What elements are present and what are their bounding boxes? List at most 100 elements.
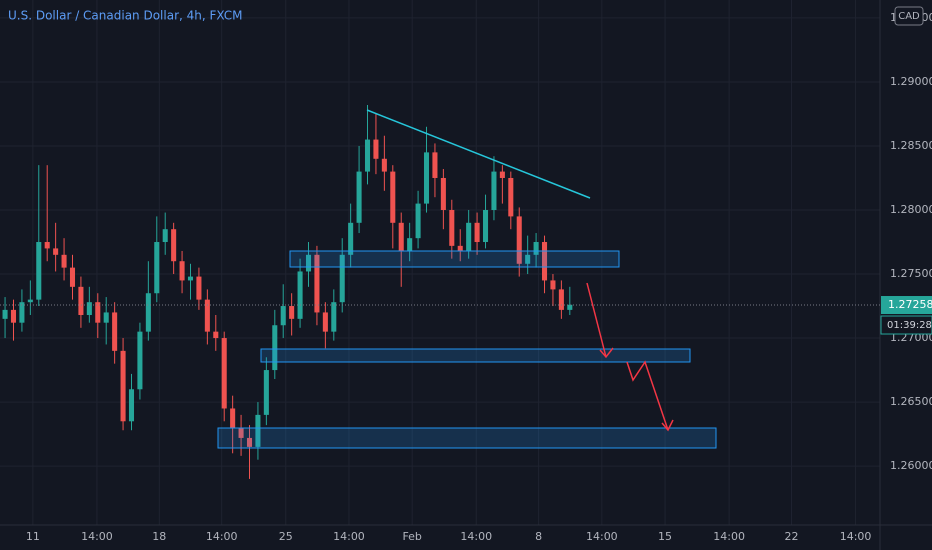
candle-body <box>474 222 480 243</box>
candle-body <box>432 152 438 178</box>
x-tick-label: 14:00 <box>586 530 618 543</box>
currency-badge <box>894 6 924 26</box>
candle-body <box>390 171 396 223</box>
drawings <box>217 109 717 449</box>
candle-body <box>128 389 135 422</box>
candle-body <box>339 254 345 303</box>
candle-body <box>246 437 253 447</box>
x-tick-label: 18 <box>152 530 166 543</box>
candle-body <box>162 229 168 243</box>
candle-body <box>179 261 185 281</box>
candle-body <box>356 171 362 223</box>
arrow-head <box>661 419 674 432</box>
price-label-box <box>881 296 932 315</box>
candle-body <box>558 289 564 310</box>
candle-body <box>187 276 194 281</box>
zone-box <box>217 427 717 449</box>
x-tick-label: 11 <box>26 530 40 543</box>
candle-body <box>398 222 404 251</box>
candle-body <box>171 229 177 262</box>
candle-body <box>314 254 320 313</box>
candle-body <box>499 171 505 178</box>
candle-body <box>348 222 354 255</box>
candle-body <box>221 338 227 409</box>
candle-body <box>423 152 430 204</box>
trend-line <box>366 109 591 199</box>
candle-body <box>36 242 42 300</box>
candle-body <box>137 331 143 390</box>
candle-body <box>415 203 421 239</box>
y-tick-label: 1.28500 <box>890 139 932 152</box>
candle-body <box>204 299 210 332</box>
candle-body <box>567 304 573 310</box>
zone-box <box>260 348 691 363</box>
candle-body <box>508 177 514 217</box>
x-tick-label: Feb <box>402 530 421 543</box>
x-tick-label: 15 <box>658 530 672 543</box>
candle-body <box>120 350 126 422</box>
candle-body <box>381 158 387 172</box>
candle-body <box>86 302 92 315</box>
candle-body <box>154 242 160 294</box>
arrow-line <box>626 360 669 431</box>
candle-body <box>103 312 109 323</box>
candle-body <box>255 414 261 447</box>
candle-body <box>145 293 151 332</box>
candle-body <box>407 238 413 251</box>
candle-body <box>289 306 295 319</box>
x-tick-label: 8 <box>535 530 542 543</box>
candle-body <box>516 216 522 264</box>
candle-body <box>238 427 244 438</box>
y-tick-label: 1.27500 <box>890 267 932 280</box>
x-tick-label: 22 <box>784 530 798 543</box>
candles <box>2 105 573 479</box>
currency-label: CAD <box>898 11 920 22</box>
zone-box <box>289 250 620 268</box>
candle-body <box>272 325 278 371</box>
x-tick-label: 14:00 <box>206 530 238 543</box>
candle-body <box>53 248 59 255</box>
candle-body <box>95 302 101 323</box>
candle-body <box>466 222 472 251</box>
candle-body <box>533 242 539 255</box>
candle-body <box>213 331 219 339</box>
price-label: 1.27258 <box>888 298 932 311</box>
candle-body <box>196 276 202 300</box>
candle-body <box>2 309 8 319</box>
candle-body <box>449 210 455 246</box>
candle-body <box>491 171 497 210</box>
candle-body <box>297 271 303 319</box>
candle-body <box>44 242 50 249</box>
candle-body <box>19 302 25 323</box>
x-tick-label: 14:00 <box>713 530 745 543</box>
grid <box>0 0 880 525</box>
y-tick-label: 1.26500 <box>890 395 932 408</box>
y-tick-label: 1.28000 <box>890 203 932 216</box>
y-tick-label: 1.29000 <box>890 75 932 88</box>
candle-body <box>440 177 446 210</box>
candle-body <box>10 309 17 323</box>
candle-body <box>550 280 556 290</box>
candle-body <box>112 312 118 351</box>
candle-body <box>230 408 236 428</box>
candle-body <box>78 286 84 315</box>
candle-body <box>27 299 33 303</box>
candle-body <box>322 312 328 332</box>
candle-body <box>525 254 531 264</box>
candle-body <box>61 254 67 268</box>
x-tick-label: 14:00 <box>840 530 872 543</box>
y-tick-label: 1.26000 <box>890 459 932 472</box>
arrow-head <box>599 347 614 359</box>
chart-title: U.S. Dollar / Canadian Dollar, 4h, FXCM <box>8 9 243 23</box>
x-tick-label: 14:00 <box>460 530 492 543</box>
countdown-box <box>880 315 932 335</box>
candle-body <box>280 306 286 326</box>
candle-body <box>482 210 489 243</box>
candle-body <box>373 139 379 159</box>
countdown: 01:39:28 <box>887 320 932 331</box>
candle-body <box>263 370 269 415</box>
candle-body <box>541 242 548 281</box>
